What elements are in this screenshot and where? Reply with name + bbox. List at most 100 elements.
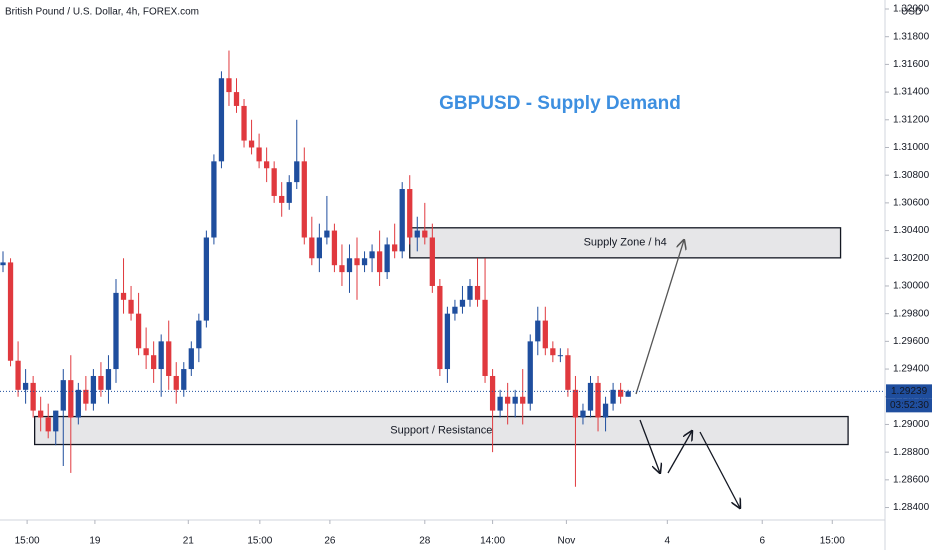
candle-body <box>294 161 300 183</box>
y-tick-label: 1.28400 <box>893 502 930 513</box>
candle-body <box>158 341 164 370</box>
candle-body <box>75 389 81 418</box>
candle-body <box>535 320 541 342</box>
candle-body <box>384 244 390 273</box>
candle-body <box>520 396 526 404</box>
candle-body <box>218 78 225 162</box>
candle-body <box>557 355 564 357</box>
x-tick-label: Nov <box>558 536 576 547</box>
candle-body <box>354 258 360 266</box>
candle-body <box>196 320 202 349</box>
candle-body <box>113 292 119 370</box>
zone-label: Supply Zone / h4 <box>584 237 667 249</box>
x-tick-label: 15:00 <box>15 536 40 547</box>
candle-body <box>610 389 616 404</box>
y-tick-label: 1.30800 <box>893 170 930 181</box>
candle-body <box>617 389 624 397</box>
candle-body <box>505 396 511 404</box>
candle-body <box>286 182 292 203</box>
candle-body <box>527 341 533 404</box>
candle-body <box>233 92 240 106</box>
candle-body <box>309 237 315 259</box>
candle-body <box>316 237 322 259</box>
candle-body <box>263 161 270 169</box>
y-tick-label: 1.29800 <box>893 308 930 319</box>
y-tick-label: 1.31400 <box>893 87 930 98</box>
candle-body <box>346 258 353 273</box>
candle-body <box>572 389 579 418</box>
candle-body <box>467 285 473 300</box>
y-tick-label: 1.31600 <box>893 59 930 70</box>
candle-body <box>30 382 36 411</box>
candle-body <box>120 292 127 300</box>
candle-body <box>489 375 496 411</box>
candle-body <box>22 382 29 390</box>
arrow-drop <box>699 431 740 508</box>
candle-body <box>422 230 428 238</box>
candle-body <box>452 306 458 314</box>
candle-body <box>188 348 194 370</box>
candle-body <box>595 382 601 418</box>
countdown-label: 03:52:30 <box>890 400 929 411</box>
zone-label: Support / Resistance <box>390 424 492 436</box>
y-tick-label: 1.29400 <box>893 364 930 375</box>
candle-body <box>90 375 97 404</box>
candle-body <box>376 251 383 273</box>
y-tick-label: 1.31000 <box>893 142 930 153</box>
zone <box>409 227 842 259</box>
candle-body <box>459 299 466 307</box>
candle-body <box>211 161 217 238</box>
candle-body <box>414 230 420 238</box>
candle-body <box>542 320 548 349</box>
candle-body <box>256 147 262 162</box>
last-price-label: 1.29239 <box>891 386 928 397</box>
candle-body <box>83 389 89 404</box>
candle-body <box>301 161 307 238</box>
candle-body <box>248 140 255 148</box>
x-tick-label: 15:00 <box>820 536 845 547</box>
candle-body <box>399 189 405 252</box>
candle-body <box>587 382 594 411</box>
candle-body <box>128 299 134 314</box>
candle-body <box>226 78 232 93</box>
candle-body <box>60 380 66 411</box>
annotation: GBPUSD - Supply Demand <box>439 93 681 114</box>
candle-body <box>580 410 586 418</box>
candle-body <box>602 403 609 418</box>
chart-title: British Pound / U.S. Dollar, 4h, FOREX.c… <box>5 7 199 18</box>
candle-body <box>7 262 14 361</box>
candle-body <box>625 391 631 397</box>
candle-body <box>407 189 413 238</box>
candle-body <box>105 369 112 390</box>
y-tick-label: 1.29600 <box>893 336 930 347</box>
candle-body <box>173 375 179 390</box>
candle-body <box>135 313 142 349</box>
y-tick-label: 1.28800 <box>893 447 930 458</box>
candle-body <box>68 380 74 418</box>
candle-body <box>271 168 277 196</box>
axis-unit: USD <box>901 7 922 18</box>
candle-body <box>45 417 51 432</box>
y-tick-label: 1.30200 <box>893 253 930 264</box>
arrow-bounce <box>667 431 692 474</box>
candle-body <box>279 195 285 203</box>
candle-body <box>550 348 556 356</box>
candle-body <box>324 230 330 238</box>
candle-body <box>444 313 451 370</box>
y-tick-label: 1.32000 <box>893 4 930 15</box>
candle-body <box>98 375 104 390</box>
candle-body <box>474 285 481 300</box>
candle-body <box>512 396 518 404</box>
zones: Supply Zone / h4 Support / Resistance <box>33 227 849 446</box>
y-tick-label: 1.30000 <box>893 281 930 292</box>
candle-body <box>203 237 210 321</box>
arrow-down <box>639 419 660 473</box>
candle-body <box>369 251 375 259</box>
x-tick-label: 6 <box>759 536 765 547</box>
candle-body <box>53 410 59 432</box>
y-tick-label: 1.30400 <box>893 225 930 236</box>
candle-body <box>497 396 503 411</box>
candle-body <box>241 105 247 141</box>
candle-body <box>331 230 338 266</box>
